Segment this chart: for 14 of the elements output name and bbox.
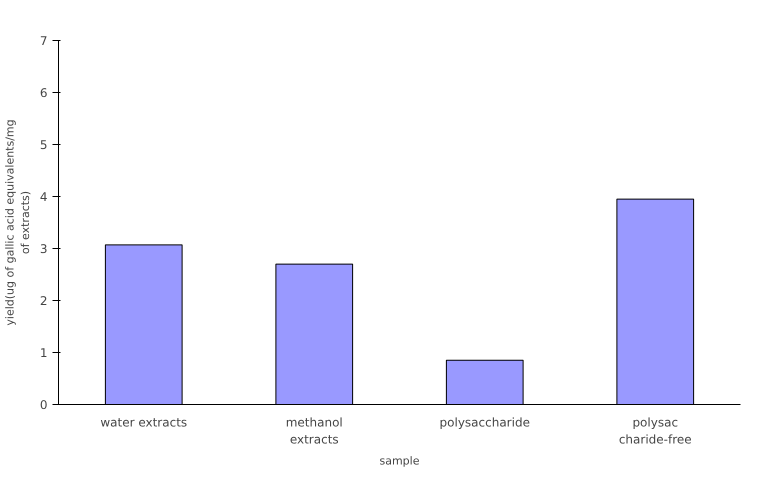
y-tick-label: 3 [40, 242, 48, 256]
y-tick-label: 5 [40, 138, 48, 152]
y-tick-label: 1 [40, 346, 48, 360]
x-tick-label: methanol extracts [286, 416, 343, 446]
y-tick-label: 0 [40, 398, 48, 412]
y-tick-label: 2 [40, 294, 48, 308]
x-tick-label: water extracts [100, 416, 188, 430]
x-axis-title: sample [380, 454, 420, 468]
y-tick-label: 6 [40, 86, 48, 100]
y-tick-label: 7 [40, 34, 48, 48]
x-tick-label: polysac charide-free [618, 416, 692, 446]
y-tick-label: 4 [40, 190, 48, 204]
x-tick-label: polysaccharide [440, 416, 530, 430]
y-axis-title: yield(ug of gallic acid equivalents/mg of extracts) [3, 119, 32, 326]
